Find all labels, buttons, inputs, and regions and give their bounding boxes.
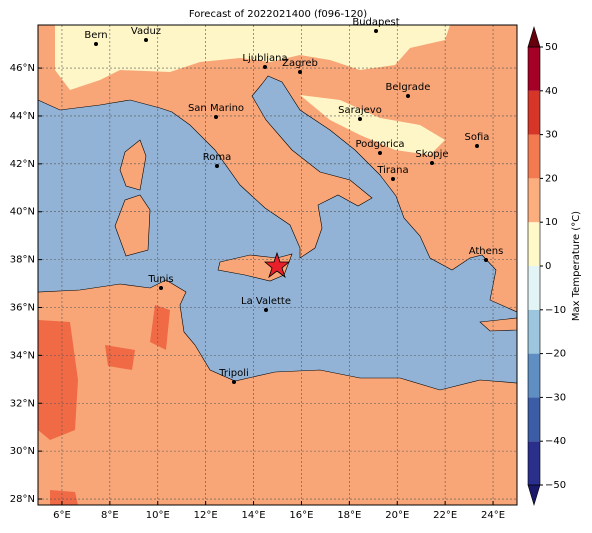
colorbar-tick-label: 20 [545,173,558,184]
colorbar-band [528,397,540,442]
colorbar-tick-label: 10 [545,217,558,228]
colorbar-band [528,309,540,354]
city-label: Belgrade [386,82,431,93]
city-dot [263,65,267,69]
city-dot [374,29,378,33]
colorbar-band [528,178,540,223]
city-label: Ljubljana [242,53,287,64]
colorbar-band [528,90,540,135]
city-label: Tripoli [218,368,249,379]
city-dot [406,94,410,98]
x-tick-label: 8°E [101,510,119,521]
colorbar-label: Max Temperature (°C) [571,211,582,321]
y-tick-label: 44°N [10,111,35,122]
colorbar-tick-label: 0 [545,261,551,272]
x-tick-label: 12°E [194,510,218,521]
x-tick-label: 24°E [481,510,505,521]
colorbar-band [528,222,540,266]
map-frame [37,24,518,506]
city-label: Budapest [352,17,399,28]
y-tick-label: 34°N [10,350,35,361]
city-dot [94,42,98,46]
colorbar-tick-label: 30 [545,130,558,141]
x-tick-label: 6°E [53,510,71,521]
city-label: Podgorica [355,139,404,150]
islands [114,139,518,332]
colorbar-band [528,134,540,179]
y-tick-label: 28°N [10,494,35,505]
y-tick-label: 38°N [10,255,35,266]
warm-region [38,305,170,505]
city-label: Tirana [376,165,408,176]
city-label: Tunis [147,274,173,285]
city-label: Roma [203,152,232,163]
y-tick-label: 36°N [10,302,35,313]
y-tick-label: 42°N [10,159,35,170]
map-title: Forecast of 2022021400 (f096-120) [189,9,367,20]
colorbar-band [528,47,540,91]
city-label: Vaduz [131,26,161,37]
colorbar-tick-label: 50 [545,42,558,53]
y-tick-label: 46°N [10,63,35,74]
x-tick-label: 16°E [289,510,313,521]
city-label: Sarajevo [338,105,382,116]
city-dot [484,258,488,262]
city-label: La Valette [241,296,291,307]
x-tick-label: 22°E [433,510,457,521]
colorbar-tick-label: −20 [545,349,566,360]
city-label: Athens [469,246,504,257]
grid [38,25,517,505]
city-dot [215,164,219,168]
city-dot [391,177,395,181]
colorbar-over [527,25,541,48]
city-label: San Marino [188,103,244,114]
city-dot [144,38,148,42]
colorbar-under [527,484,541,507]
city-label: Bern [84,30,107,41]
colorbar-tick-label: −50 [545,480,566,491]
city-label: Zagreb [282,58,318,69]
city-dot [298,70,302,74]
y-tick-label: 40°N [10,207,35,218]
city-dot [232,380,236,384]
city-dot [264,308,268,312]
city-dot [475,144,479,148]
city-label: Sofia [465,132,490,143]
colorbar-tick-label: 40 [545,86,558,97]
colorbar-tick-label: −40 [545,436,566,447]
colorbar: −50 −40 −30 −20 −10 0 10 20 30 40 50 [527,25,566,507]
colorbar-tick-label: −30 [545,392,566,403]
cool-region [55,25,450,155]
x-tick-label: 18°E [337,510,361,521]
city-dot [430,161,434,165]
colorbar-band [528,353,540,398]
x-tick-label: 14°E [242,510,266,521]
city-label: Skopje [415,149,448,160]
colorbar-tick-label: −10 [545,305,566,316]
forecast-point [263,251,291,279]
x-tick-label: 20°E [385,510,409,521]
colorbar-band [528,266,540,310]
colorbar-band [528,441,540,485]
city-dot [159,286,163,290]
y-tick-label: 32°N [10,398,35,409]
city-dot [214,115,218,119]
y-tick-label: 30°N [10,446,35,457]
city-dot [378,151,382,155]
x-tick-label: 10°E [146,510,170,521]
city-dot [358,117,362,121]
